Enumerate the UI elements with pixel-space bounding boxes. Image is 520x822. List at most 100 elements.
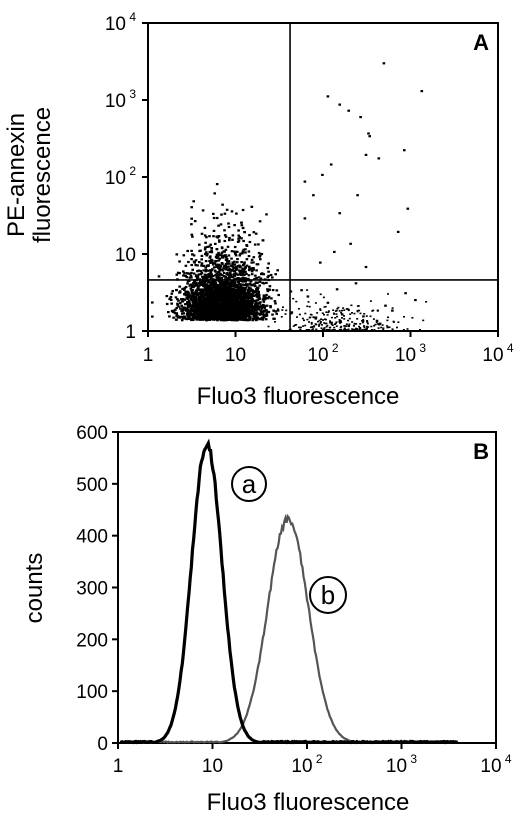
scatter-point [215, 299, 218, 302]
scatter-point [376, 310, 379, 312]
scatter-point [247, 250, 251, 253]
scatter-point [219, 280, 223, 283]
scatter-point [237, 294, 241, 297]
scatter-point [248, 302, 252, 305]
scatter-point [193, 281, 196, 284]
scatter-point [217, 316, 220, 319]
scatter-point [219, 314, 223, 317]
y-tick-label: 10 2 [105, 164, 136, 189]
scatter-point [207, 274, 211, 277]
scatter-point [334, 317, 337, 319]
scatter-point [275, 289, 279, 292]
scatter-point [320, 318, 323, 320]
y-tick-label: 300 [76, 579, 108, 600]
scatter-point [252, 284, 255, 287]
scatter-point [195, 302, 199, 305]
scatter-point [259, 258, 262, 261]
scatter-point [209, 303, 212, 306]
scatter-point [224, 286, 228, 289]
scatter-point [324, 322, 327, 325]
scatter-point [222, 256, 225, 259]
scatter-point [192, 285, 195, 289]
scatter-point [248, 282, 252, 285]
scatter-point [217, 303, 220, 306]
scatter-point [243, 267, 246, 270]
scatter-point [289, 290, 293, 293]
scatter-point [208, 305, 211, 308]
scatter-point [387, 293, 389, 295]
scatter-point [254, 306, 257, 309]
scatter-point [187, 260, 190, 264]
y-tick-label: 1 [125, 322, 136, 343]
scatter-point [231, 265, 234, 268]
x-tick-label-exponent: 4 [504, 341, 514, 355]
scatter-point [292, 297, 295, 300]
scatter-point [233, 300, 237, 303]
scatter-point [247, 269, 251, 272]
scatter-point [220, 283, 223, 286]
scatter-point [197, 269, 201, 272]
y-tick-label: 400 [76, 527, 108, 548]
scatter-outlier-point [403, 149, 406, 152]
x-tick-label-exponent: 4 [502, 752, 512, 766]
scatter-point [345, 325, 348, 327]
scatter-point [208, 318, 211, 321]
scatter-point [266, 266, 270, 270]
scatter-point [250, 307, 254, 310]
scatter-point [252, 256, 256, 259]
scatter-point [248, 312, 251, 315]
scatter-point [268, 285, 272, 288]
x-tick-label-base: 10 [291, 756, 312, 777]
scatter-point [241, 272, 245, 275]
scatter-point [241, 280, 244, 283]
scatter-outlier-point [347, 109, 350, 112]
scatter-point [205, 254, 208, 257]
scatter-point [252, 299, 256, 302]
scatter-point [267, 270, 270, 273]
scatter-point [372, 318, 375, 320]
scatter-point [192, 260, 196, 263]
scatter-point [348, 323, 351, 326]
panel-b-frame [117, 431, 497, 744]
scatter-point [323, 322, 326, 324]
scatter-point [251, 301, 254, 304]
scatter-point [191, 298, 195, 302]
scatter-point [232, 283, 236, 286]
scatter-point [213, 282, 216, 285]
scatter-point [233, 284, 236, 287]
scatter-point [220, 251, 224, 254]
scatter-point [250, 205, 254, 208]
scatter-point [175, 273, 179, 276]
scatter-point [203, 248, 207, 251]
scatter-point [231, 281, 235, 284]
scatter-outlier-point [367, 132, 370, 135]
scatter-point [378, 322, 381, 325]
scatter-point [198, 303, 202, 306]
scatter-point [366, 322, 369, 325]
x-tick-label-base: 10 [202, 756, 223, 777]
scatter-point [370, 329, 373, 331]
scatter-point [251, 299, 254, 302]
scatter-point [227, 225, 231, 229]
scatter-point [247, 300, 250, 303]
scatter-point [248, 315, 252, 319]
scatter-point [343, 329, 346, 331]
scatter-point [213, 269, 217, 272]
scatter-point [207, 288, 211, 291]
scatter-point [232, 309, 235, 313]
x-tick-label-base: 1 [143, 345, 154, 366]
scatter-point [222, 267, 226, 270]
scatter-point [229, 282, 233, 285]
x-tick-label-base: 10 [225, 345, 246, 366]
scatter-point [190, 314, 194, 317]
scatter-point [206, 306, 210, 309]
scatter-point [216, 286, 220, 289]
scatter-point [238, 303, 241, 306]
scatter-point [211, 294, 214, 297]
scatter-point [237, 237, 240, 240]
scatter-point [212, 216, 216, 220]
scatter-point [217, 290, 221, 293]
scatter-point [189, 298, 193, 301]
scatter-point [190, 292, 193, 295]
scatter-point [329, 321, 332, 324]
